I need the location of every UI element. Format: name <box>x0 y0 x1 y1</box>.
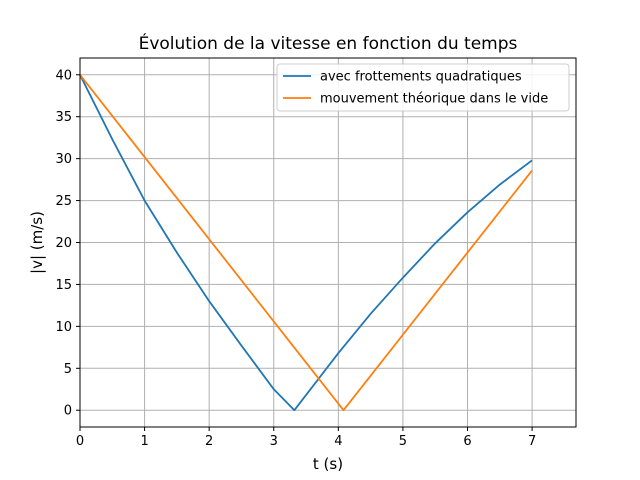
series-lines <box>79 74 533 412</box>
series-line-1 <box>79 74 533 412</box>
legend-label-1: avec frottements quadratiques <box>320 70 522 85</box>
x-tick-label: 3 <box>270 434 278 449</box>
y-tick-label: 40 <box>55 68 72 83</box>
x-axis-label: t (s) <box>313 455 343 473</box>
x-tick-label: 4 <box>334 434 342 449</box>
series-line-2 <box>79 74 533 412</box>
y-tick-label: 35 <box>55 110 72 125</box>
y-tick-label: 5 <box>64 362 72 377</box>
y-axis: 0 5 10 15 20 25 30 35 40 <box>55 68 80 419</box>
x-tick-label: 2 <box>205 434 213 449</box>
chart-title: Évolution de la vitesse en fonction du t… <box>139 32 518 54</box>
y-tick-label: 25 <box>55 194 72 209</box>
x-tick-label: 7 <box>528 434 536 449</box>
legend-label-2: mouvement théorique dans le vide <box>320 92 548 107</box>
x-axis: 0 1 2 3 4 5 6 7 <box>76 427 536 449</box>
y-tick-label: 15 <box>55 278 72 293</box>
y-tick-label: 30 <box>55 152 72 167</box>
y-tick-label: 0 <box>64 404 72 419</box>
grid <box>79 58 576 427</box>
y-tick-label: 20 <box>55 236 72 251</box>
legend-box <box>276 63 570 112</box>
legend: avec frottements quadratiques mouvement t… <box>276 63 570 112</box>
x-tick-label: 0 <box>76 434 84 449</box>
x-tick-label: 6 <box>463 434 471 449</box>
y-axis-label: |v| (m/s) <box>28 211 46 274</box>
x-tick-label: 5 <box>399 434 407 449</box>
x-tick-label: 1 <box>140 434 148 449</box>
y-tick-label: 10 <box>55 320 72 335</box>
